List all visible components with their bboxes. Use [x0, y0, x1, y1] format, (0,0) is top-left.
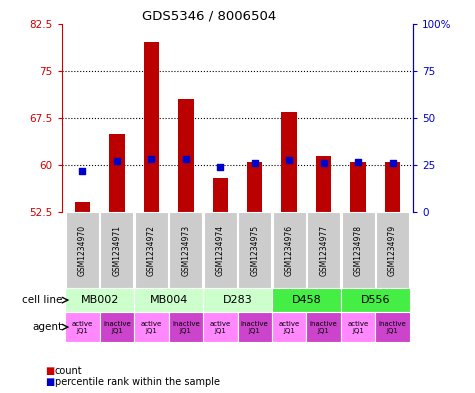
Point	[389, 160, 396, 167]
Text: GSM1234971: GSM1234971	[113, 225, 122, 275]
Text: cell line: cell line	[22, 295, 62, 305]
FancyBboxPatch shape	[375, 312, 410, 342]
Text: GSM1234973: GSM1234973	[181, 225, 190, 276]
FancyBboxPatch shape	[306, 312, 341, 342]
FancyBboxPatch shape	[169, 312, 203, 342]
Text: GSM1234979: GSM1234979	[388, 225, 397, 276]
FancyBboxPatch shape	[273, 213, 306, 288]
Text: ■: ■	[45, 366, 54, 376]
FancyBboxPatch shape	[134, 312, 169, 342]
Text: D283: D283	[223, 295, 252, 305]
FancyBboxPatch shape	[134, 288, 203, 312]
Bar	[143, 42, 159, 213]
Bar	[351, 162, 366, 213]
Text: agent: agent	[32, 322, 62, 332]
Bar	[109, 134, 124, 213]
Point	[79, 168, 86, 174]
Text: count: count	[55, 366, 82, 376]
Title: GDS5346 / 8006504: GDS5346 / 8006504	[142, 9, 276, 22]
FancyBboxPatch shape	[272, 312, 306, 342]
Text: GSM1234975: GSM1234975	[250, 225, 259, 276]
FancyBboxPatch shape	[307, 213, 340, 288]
Text: GSM1234972: GSM1234972	[147, 225, 156, 275]
Text: inactive
JQ1: inactive JQ1	[310, 321, 338, 334]
Bar	[282, 112, 297, 213]
Text: GSM1234974: GSM1234974	[216, 225, 225, 276]
Bar	[75, 202, 90, 213]
Bar	[212, 178, 228, 213]
Text: GSM1234978: GSM1234978	[353, 225, 362, 275]
FancyBboxPatch shape	[376, 213, 409, 288]
FancyBboxPatch shape	[238, 312, 272, 342]
Text: active
JQ1: active JQ1	[278, 321, 300, 334]
FancyBboxPatch shape	[203, 288, 272, 312]
Bar	[385, 162, 400, 213]
FancyBboxPatch shape	[65, 312, 100, 342]
Text: inactive
JQ1: inactive JQ1	[103, 321, 131, 334]
FancyBboxPatch shape	[100, 213, 133, 288]
Text: inactive
JQ1: inactive JQ1	[379, 321, 407, 334]
Text: active
JQ1: active JQ1	[72, 321, 93, 334]
FancyBboxPatch shape	[135, 213, 168, 288]
Point	[113, 158, 121, 165]
Text: active
JQ1: active JQ1	[209, 321, 231, 334]
Text: inactive
JQ1: inactive JQ1	[172, 321, 200, 334]
FancyBboxPatch shape	[169, 213, 202, 288]
Point	[217, 164, 224, 170]
FancyBboxPatch shape	[342, 213, 375, 288]
FancyBboxPatch shape	[341, 312, 375, 342]
Text: MB004: MB004	[150, 295, 188, 305]
FancyBboxPatch shape	[66, 213, 99, 288]
Text: ■: ■	[45, 377, 54, 387]
FancyBboxPatch shape	[203, 312, 238, 342]
Text: active
JQ1: active JQ1	[348, 321, 369, 334]
Text: active
JQ1: active JQ1	[141, 321, 162, 334]
Text: GSM1234976: GSM1234976	[285, 225, 294, 276]
Text: GSM1234970: GSM1234970	[78, 225, 87, 276]
Point	[182, 156, 190, 162]
Bar	[316, 156, 332, 213]
Point	[251, 160, 258, 167]
FancyBboxPatch shape	[65, 288, 134, 312]
FancyBboxPatch shape	[272, 288, 341, 312]
Point	[285, 157, 293, 163]
Text: GSM1234977: GSM1234977	[319, 225, 328, 276]
Point	[354, 159, 362, 165]
FancyBboxPatch shape	[204, 213, 237, 288]
FancyBboxPatch shape	[341, 288, 410, 312]
Point	[148, 156, 155, 162]
Bar	[247, 162, 263, 213]
Text: inactive
JQ1: inactive JQ1	[241, 321, 268, 334]
Bar	[178, 99, 194, 213]
FancyBboxPatch shape	[100, 312, 134, 342]
Point	[320, 160, 327, 167]
Text: percentile rank within the sample: percentile rank within the sample	[55, 377, 219, 387]
Text: D556: D556	[361, 295, 390, 305]
Text: D458: D458	[292, 295, 321, 305]
Text: MB002: MB002	[80, 295, 119, 305]
FancyBboxPatch shape	[238, 213, 271, 288]
